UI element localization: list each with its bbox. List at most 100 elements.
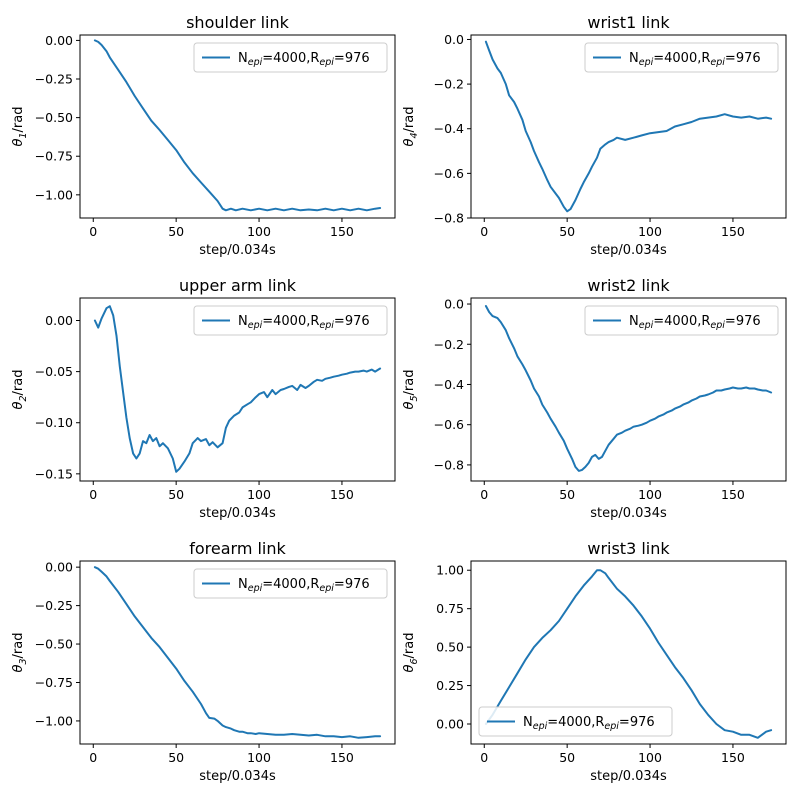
y-tick-label: −0.10 (35, 415, 73, 430)
series-line (484, 569, 773, 739)
x-axis-label: step/0.034s (199, 243, 276, 258)
subplot-5: forearm link 0 50 100 150 0.00 −0.25 −0.50 −0.75… (11, 539, 396, 784)
series-line (93, 566, 382, 739)
subplot-4: wrist2 link 0 50 100 150 0.0 −0.2 −0.4 −0.6 −0.8 s… (402, 276, 787, 521)
series-line (93, 39, 382, 212)
plot-frame (470, 560, 787, 745)
legend-label: Nepi=4000,Repi=976 (629, 314, 761, 331)
y-axis-label: θ5/rad (402, 370, 420, 410)
y-tick-label: −1.00 (35, 713, 73, 728)
x-axis-label: step/0.034s (590, 769, 667, 784)
x-tick-label: 0 (89, 224, 97, 239)
plot-frame (79, 560, 396, 745)
series-line (484, 305, 773, 472)
y-tick-label: −0.25 (35, 598, 73, 613)
y-tick-label: 0.0 (444, 297, 464, 312)
x-tick-label: 150 (721, 224, 745, 239)
y-tick-label: −0.05 (35, 364, 73, 379)
x-tick-label: 150 (721, 487, 745, 502)
subplot-3: upper arm link 0 50 100 150 0.00 −0.05 −0.10 −0.… (11, 276, 396, 521)
legend-box (193, 42, 388, 73)
y-tick-label: −0.2 (434, 337, 464, 352)
y-tick-label: −1.00 (35, 187, 73, 202)
legend-box (584, 42, 779, 73)
plot-frame (79, 34, 396, 219)
y-tick-label: −0.8 (434, 211, 464, 226)
y-tick-label: 1.00 (436, 563, 464, 578)
y-tick-label: 0.00 (45, 313, 73, 328)
x-tick-label: 0 (480, 224, 488, 239)
y-tick-label: −0.50 (35, 637, 73, 652)
x-axis-label: step/0.034s (590, 243, 667, 258)
x-tick-label: 150 (330, 487, 354, 502)
legend: Nepi=4000,Repi=976 (193, 568, 388, 599)
y-tick-label: −0.4 (434, 377, 464, 392)
y-tick-label: −0.25 (35, 72, 73, 87)
legend: Nepi=4000,Repi=976 (193, 305, 388, 336)
x-tick-label: 0 (480, 750, 488, 765)
legend-label: Nepi=4000,Repi=976 (523, 715, 655, 732)
subplot-title: upper arm link (179, 276, 297, 295)
x-tick-label: 50 (559, 224, 575, 239)
x-tick-label: 50 (168, 750, 184, 765)
y-axis-label: θ2/rad (11, 370, 29, 410)
y-tick-label: −0.6 (434, 166, 464, 181)
y-tick-label: −0.2 (434, 77, 464, 92)
y-tick-label: 0.75 (436, 601, 464, 616)
legend: Nepi=4000,Repi=976 (584, 42, 779, 73)
subplot-6: wrist3 link 0 50 100 150 1.00 0.75 0.50 0.25 0.00… (402, 539, 787, 784)
y-tick-label: −0.75 (35, 149, 73, 164)
y-tick-label: −0.75 (35, 675, 73, 690)
x-tick-label: 50 (168, 224, 184, 239)
y-tick-label: −0.6 (434, 417, 464, 432)
x-axis-label: step/0.034s (199, 506, 276, 521)
y-tick-label: 0.25 (436, 678, 464, 693)
legend-box (193, 568, 388, 599)
x-tick-label: 50 (559, 750, 575, 765)
x-tick-label: 100 (247, 750, 271, 765)
plot-frame (470, 297, 787, 482)
y-tick-label: −0.15 (35, 466, 73, 481)
x-tick-label: 50 (559, 487, 575, 502)
legend-box (193, 305, 388, 336)
legend-box (478, 706, 673, 737)
subplot-1: shoulder link 0 50 100 150 0.00 −0.25 −0.50 −0.7… (11, 13, 396, 258)
x-tick-label: 50 (168, 487, 184, 502)
x-tick-label: 0 (480, 487, 488, 502)
x-tick-label: 150 (330, 224, 354, 239)
y-tick-label: 0.00 (436, 717, 464, 732)
legend: Nepi=4000,Repi=976 (193, 42, 388, 73)
series-line (93, 305, 382, 473)
legend-label: Nepi=4000,Repi=976 (238, 314, 370, 331)
y-axis-label: θ3/rad (11, 633, 29, 673)
y-tick-label: −0.8 (434, 457, 464, 472)
x-tick-label: 150 (330, 750, 354, 765)
x-tick-label: 100 (638, 487, 662, 502)
subplot-title: forearm link (189, 539, 286, 558)
x-tick-label: 150 (721, 750, 745, 765)
x-tick-label: 100 (638, 750, 662, 765)
legend-label: Nepi=4000,Repi=976 (238, 51, 370, 68)
x-axis-label: step/0.034s (590, 506, 667, 521)
legend-label: Nepi=4000,Repi=976 (629, 51, 761, 68)
plot-frame (470, 34, 787, 219)
y-tick-label: 0.00 (45, 33, 73, 48)
x-tick-label: 100 (247, 487, 271, 502)
subplot-title: wrist3 link (587, 539, 670, 558)
plot-frame (79, 297, 396, 482)
y-tick-label: −0.50 (35, 110, 73, 125)
x-tick-label: 0 (89, 487, 97, 502)
series-line (484, 40, 773, 213)
subplot-title: wrist2 link (587, 276, 670, 295)
y-axis-label: θ6/rad (402, 633, 420, 673)
y-axis-label: θ4/rad (402, 107, 420, 147)
subplot-title: wrist1 link (587, 13, 670, 32)
legend: Nepi=4000,Repi=976 (478, 706, 673, 737)
y-tick-label: 0.00 (45, 560, 73, 575)
legend: Nepi=4000,Repi=976 (584, 305, 779, 336)
subplot-2: wrist1 link 0 50 100 150 0.0 −0.2 −0.4 −0.6 −0.8 s… (402, 13, 787, 258)
x-axis-label: step/0.034s (199, 769, 276, 784)
legend-label: Nepi=4000,Repi=976 (238, 577, 370, 594)
y-tick-label: 0.0 (444, 32, 464, 47)
